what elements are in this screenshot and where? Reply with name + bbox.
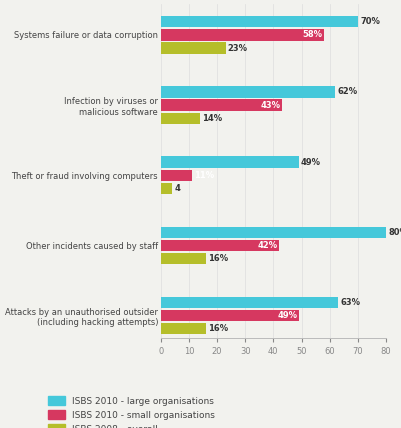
Bar (160, 183, 172, 194)
Bar (160, 86, 334, 98)
Text: 49%: 49% (277, 311, 297, 320)
Bar (160, 30, 323, 41)
Bar (160, 42, 225, 54)
Text: 49%: 49% (300, 158, 320, 166)
Text: 14%: 14% (202, 114, 222, 123)
Text: 43%: 43% (260, 101, 280, 110)
Text: 58%: 58% (302, 30, 322, 39)
Bar (160, 169, 191, 181)
Bar (160, 16, 357, 27)
Bar (160, 157, 298, 168)
Text: 4: 4 (174, 184, 180, 193)
Text: 23%: 23% (227, 44, 247, 53)
Text: 16%: 16% (208, 254, 228, 263)
Bar (160, 323, 205, 334)
Bar (160, 240, 278, 251)
Text: 42%: 42% (257, 241, 277, 250)
Bar (160, 113, 200, 124)
Text: 62%: 62% (337, 87, 357, 96)
Text: 16%: 16% (208, 324, 228, 333)
Text: 63%: 63% (340, 298, 359, 307)
Bar (160, 99, 281, 111)
Legend: ISBS 2010 - large organisations, ISBS 2010 - small organisations, ISBS 2008 - ov: ISBS 2010 - large organisations, ISBS 20… (48, 396, 214, 428)
Bar (160, 310, 298, 321)
Bar (160, 253, 205, 264)
Bar (160, 227, 385, 238)
Text: 80%: 80% (387, 228, 401, 237)
Text: 11%: 11% (194, 171, 214, 180)
Bar (160, 297, 337, 308)
Text: 70%: 70% (359, 17, 379, 26)
